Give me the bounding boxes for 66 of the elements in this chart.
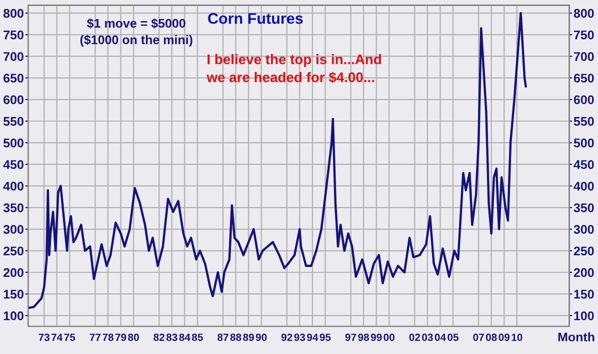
y2-tick-label: 750	[574, 30, 594, 40]
x-tick-label: 87	[218, 334, 228, 341]
x-tick-label: 03	[422, 334, 433, 341]
x-axis-title: Month	[558, 332, 594, 342]
y2-tick-label: 450	[574, 160, 594, 169]
x-tick-label: 02	[409, 334, 420, 341]
x-tick-label: 92	[281, 334, 292, 341]
x-tick-label: 94	[307, 334, 318, 341]
x-tick-label: 80	[128, 334, 139, 341]
x-tick-label: 97	[345, 334, 356, 341]
x-tick-label: 98	[358, 334, 370, 341]
x-tick-label: 99	[370, 334, 382, 341]
y2-tick-label: 600	[574, 95, 594, 104]
y-tick-label: 450	[3, 160, 24, 169]
y2-tick-label: 550	[574, 116, 594, 126]
x-tick-label: 89	[243, 334, 254, 341]
x-tick-label: 10	[512, 334, 522, 341]
x-tick-label: 77	[90, 334, 101, 341]
y2-tick-label: 100	[574, 311, 594, 320]
x-tick-label: 90	[256, 334, 267, 341]
x-tick-label: 79	[115, 334, 126, 341]
annotation: I believe the top is in...And we are headed for $4.00...	[206, 54, 381, 84]
y-tick-label: 700	[4, 52, 24, 61]
y2-tick-label: 350	[574, 203, 594, 212]
annotation: $1 move = $5000 ($1000 on the mini)	[80, 18, 192, 47]
x-tick-label: 93	[294, 334, 306, 341]
y-tick-label: 650	[4, 74, 24, 83]
chart-title: Corn Futures	[208, 13, 303, 24]
x-tick-label: 05	[448, 334, 459, 341]
y-tick-label: 800	[3, 8, 24, 18]
y-tick-label: 250	[4, 246, 24, 256]
y2-tick-label: 800	[574, 8, 594, 18]
y2-tick-label: 200	[574, 268, 594, 278]
y-tick-label: 500	[3, 138, 24, 148]
y2-tick-label: 400	[574, 182, 594, 191]
x-tick-label: 09	[498, 334, 510, 341]
y-tick-label: 100	[4, 311, 24, 320]
y-tick-label: 300	[3, 224, 24, 234]
x-tick-label: 74	[52, 334, 63, 341]
x-tick-label: 00	[384, 334, 394, 341]
x-tick-label: 85	[192, 334, 203, 341]
x-tick-label: 84	[179, 334, 190, 341]
x-tick-label: 08	[486, 334, 497, 341]
y-tick-label: 400	[3, 182, 24, 191]
y-tick-label: 750	[4, 30, 24, 40]
x-tick-label: 04	[434, 334, 446, 341]
x-tick-label: 73	[38, 334, 50, 341]
x-tick-label: 78	[102, 334, 114, 341]
y-tick-label: 200	[4, 268, 24, 278]
y2-tick-label: 700	[574, 52, 594, 61]
y2-tick-label: 250	[574, 246, 594, 256]
y2-tick-label: 300	[574, 224, 594, 234]
x-tick-label: 95	[320, 334, 331, 341]
y2-tick-label: 650	[574, 74, 594, 83]
y-tick-label: 150	[4, 290, 24, 299]
y-tick-label: 350	[3, 203, 24, 212]
x-tick-label: 75	[64, 334, 76, 341]
y-tick-label: 600	[4, 95, 24, 104]
y-tick-label: 550	[3, 116, 24, 126]
x-tick-label: 82	[154, 334, 164, 341]
y2-tick-label: 500	[574, 138, 594, 148]
x-tick-label: 07	[473, 334, 484, 341]
x-tick-label: 88	[230, 334, 242, 341]
line-series	[28, 12, 527, 309]
y2-tick-label: 150	[574, 290, 594, 299]
x-tick-label: 83	[166, 334, 178, 341]
